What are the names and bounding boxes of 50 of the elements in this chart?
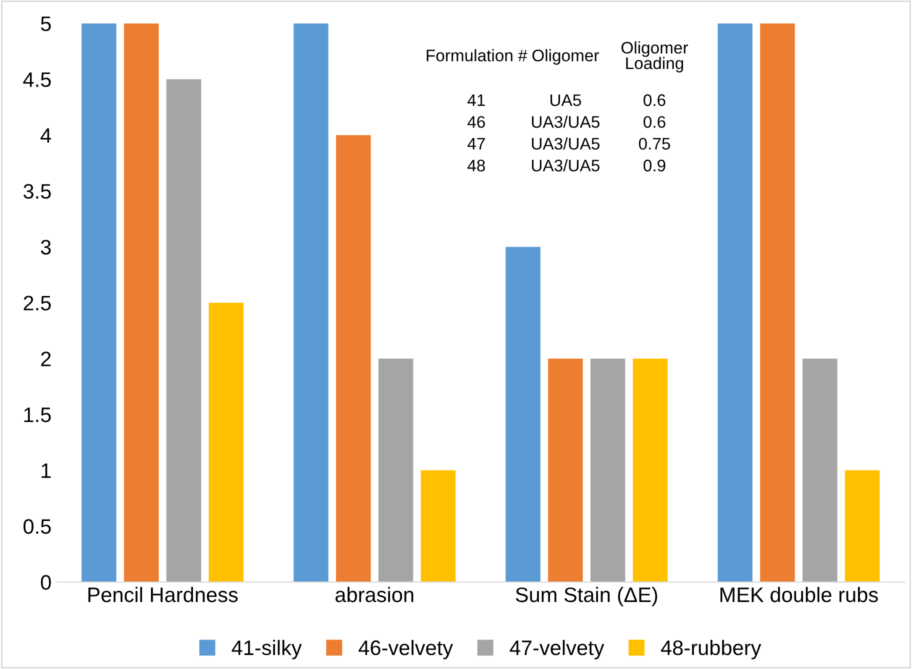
bar (124, 23, 159, 582)
bar (632, 358, 668, 582)
bar (82, 23, 116, 582)
y-tick-label: 2 (41, 352, 51, 366)
annotation: 0.9 (644, 160, 666, 172)
y-tick-label: 3 (40, 240, 51, 255)
y-tick-label: 4.5 (23, 72, 51, 88)
x-tick-label: Sum Stain (ΔE) (516, 586, 658, 606)
annotation: UA3/UA5 (532, 116, 600, 128)
y-tick-label: 5 (40, 16, 51, 32)
x-tick-label: abrasion (336, 586, 414, 602)
annotation: Formulation # (426, 49, 528, 62)
legend-label: 48-rubbery (660, 640, 762, 660)
bar (844, 470, 880, 582)
annotation: Oligomer (532, 49, 599, 65)
bar (208, 302, 244, 582)
y-tick-label: 1.5 (24, 408, 51, 422)
bar (294, 23, 328, 582)
bar (548, 358, 583, 582)
x-tick-label: MEK double rubs (720, 586, 878, 602)
annotation: 48 (468, 160, 485, 172)
annotation: UA3/UA5 (532, 137, 600, 150)
y-tick-label: 1 (42, 464, 51, 478)
annotation: 46 (468, 116, 485, 128)
x-tick-label: Pencil Hardness (88, 586, 238, 602)
bar (166, 79, 202, 582)
bar (760, 23, 795, 582)
y-tick-label: 0 (40, 575, 51, 590)
annotation: UA3/UA5 (532, 159, 600, 172)
bar (336, 135, 371, 582)
y-tick-label: 4 (40, 128, 52, 143)
annotation: 0.6 (644, 116, 666, 128)
y-tick-label: 3.5 (24, 184, 51, 199)
bar (506, 246, 540, 582)
annotation: 0.75 (638, 138, 670, 150)
legend-label: 46-velvety (358, 640, 454, 660)
bar (590, 358, 626, 582)
annotation: UA5 (550, 94, 581, 106)
legend-label: 47-velvety (510, 640, 604, 660)
bar (420, 470, 456, 582)
annotation: 0.6 (644, 94, 666, 106)
annotation: Oligomer Loading (621, 41, 688, 72)
annotation: 41 (468, 94, 485, 106)
bar (802, 358, 838, 582)
y-tick-label: 2.5 (24, 296, 51, 310)
annotation: 47 (468, 138, 485, 150)
bar (718, 23, 752, 582)
y-tick-label: 0.5 (24, 519, 51, 534)
legend-label: 41-silky (232, 640, 302, 660)
bar (378, 358, 414, 582)
